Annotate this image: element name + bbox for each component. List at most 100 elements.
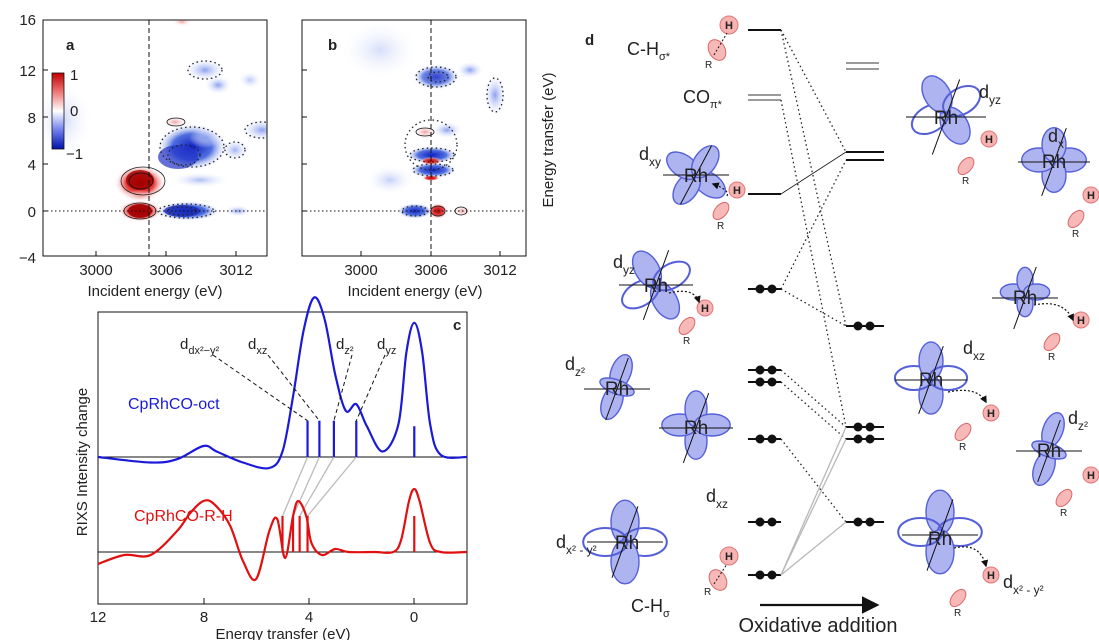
panel-c-x-tickmarks	[97, 598, 415, 604]
panel-b-y-label: Energy transfer (eV)	[540, 72, 557, 207]
panel-c-chart: c 12 8 4 0 Energy transfer (eV) RIXS Int…	[74, 296, 468, 640]
svg-text:R: R	[962, 176, 969, 187]
correlation-line	[299, 456, 335, 517]
leader-line	[333, 354, 353, 421]
rh-label: Rh	[928, 529, 952, 550]
svg-text:H: H	[725, 20, 733, 32]
colorbar-tick-mid: 0	[70, 103, 78, 120]
x-tick: 4	[305, 609, 313, 626]
svg-text:R: R	[954, 608, 961, 619]
y-tick: 16	[19, 12, 36, 29]
label-ch-sigma: C-Hσ	[631, 596, 670, 620]
svg-text:H: H	[733, 185, 741, 197]
series-line-0	[97, 296, 468, 470]
panel-d-letter: d	[585, 32, 594, 49]
svg-text:R: R	[704, 587, 711, 598]
panel-c-letter: c	[453, 317, 461, 334]
svg-text:H: H	[701, 303, 709, 315]
label-ch-sigma-star: C-Hσ*	[627, 39, 671, 63]
x-tick: 3006	[414, 262, 447, 279]
annotation-leader-lines	[212, 354, 386, 422]
svg-text:H: H	[985, 134, 993, 146]
panel-a-letter: a	[66, 37, 75, 54]
svg-text:H: H	[1077, 315, 1085, 327]
panel-b-map: b	[301, 19, 527, 257]
rh-label: Rh	[1037, 441, 1061, 462]
y-tick: 8	[28, 110, 36, 127]
electrons	[755, 284, 875, 580]
panel-b-x-label: Incident energy (eV)	[347, 283, 482, 300]
svg-text:H: H	[987, 408, 995, 420]
orbital-dx-right: Rh H Rdx	[1018, 126, 1099, 240]
svg-text:R: R	[1060, 508, 1067, 519]
panel-a-y-ticks: 16 12 8 4 0 −4	[19, 12, 36, 267]
rh-label: Rh	[684, 166, 708, 187]
label-dz2-right: dz²	[1068, 408, 1088, 433]
label-dxz-left: dxz	[706, 486, 728, 511]
svg-text:H: H	[1087, 470, 1095, 482]
ch-sigma-star-molecule: H R	[705, 15, 739, 71]
panel-b-letter: b	[328, 37, 337, 54]
rh-label: Rh	[615, 533, 639, 554]
panel-a-tickmarks	[43, 19, 237, 256]
d-orbital-annotations: ddx²−y² dxz dz² dyz	[180, 336, 396, 357]
leader-line	[212, 354, 308, 422]
x-tick: 8	[200, 609, 208, 626]
x-tick: 3006	[149, 262, 182, 279]
orbital-dz2: Rh dz²	[565, 354, 650, 421]
colorbar-tick-top: 1	[70, 67, 78, 84]
panel-c-y-label: RIXS Intensity change	[74, 388, 91, 536]
series-label-oct: CpRhCO-oct	[128, 396, 220, 413]
y-tick: 4	[28, 157, 36, 174]
orbital-dxy-right: Rh H R	[992, 266, 1090, 363]
label-dxy: dxy	[639, 144, 661, 169]
svg-text:H: H	[725, 551, 733, 563]
y-tick: 0	[28, 204, 36, 221]
svg-text:R: R	[705, 60, 712, 71]
svg-text:H: H	[1087, 190, 1095, 202]
panel-a-map: a 1 0 −1	[42, 19, 268, 257]
x-tick: 0	[410, 609, 418, 626]
x-tick: 12	[90, 609, 107, 626]
label-dyz-right: dyz	[979, 82, 1001, 107]
panel-a-x-ticks: 3000 3006 3012	[79, 262, 252, 279]
svg-text:R: R	[959, 442, 966, 453]
y-tick: 12	[19, 63, 36, 80]
rh-label: Rh	[1013, 288, 1037, 309]
annot-dxz: dxz	[248, 336, 267, 357]
rh-label: Rh	[1042, 152, 1066, 173]
label-dyz: dyz	[613, 252, 635, 277]
rh-label: Rh	[934, 108, 958, 129]
colorbar	[51, 72, 65, 150]
oxidative-addition-label: Oxidative addition	[739, 615, 898, 637]
x-tick: 3012	[219, 262, 252, 279]
colorbar-tick-bottom: −1	[66, 146, 83, 163]
svg-text:R: R	[717, 221, 724, 232]
rh-label: Rh	[644, 276, 668, 297]
annot-dz2: dz²	[336, 336, 354, 357]
correlation-line	[292, 456, 320, 517]
annot-dx2y2: ddx²−y²	[180, 336, 220, 357]
panel-d-diagram: d	[556, 15, 1099, 637]
orbital-dxz-left: Rh dxz	[659, 390, 733, 511]
label-dxz-right: dxz	[963, 338, 985, 363]
correlation-dotted	[780, 29, 847, 576]
svg-text:R: R	[683, 336, 690, 347]
panel-a-x-label: Incident energy (eV)	[87, 283, 222, 300]
label-dz2: dz²	[565, 354, 585, 379]
correlation-line	[281, 456, 309, 517]
x-tick: 3000	[79, 262, 112, 279]
panel-b-tickmarks	[302, 19, 501, 256]
annot-dyz: dyz	[377, 336, 396, 357]
label-dx2y2-right: dx² - y²	[1003, 572, 1044, 597]
svg-text:R: R	[1072, 229, 1079, 240]
y-tick: −4	[19, 250, 36, 267]
label-dx2y2-left: dx² - y²	[556, 532, 597, 557]
svg-text:H: H	[987, 570, 995, 582]
correlation-line	[307, 456, 357, 517]
